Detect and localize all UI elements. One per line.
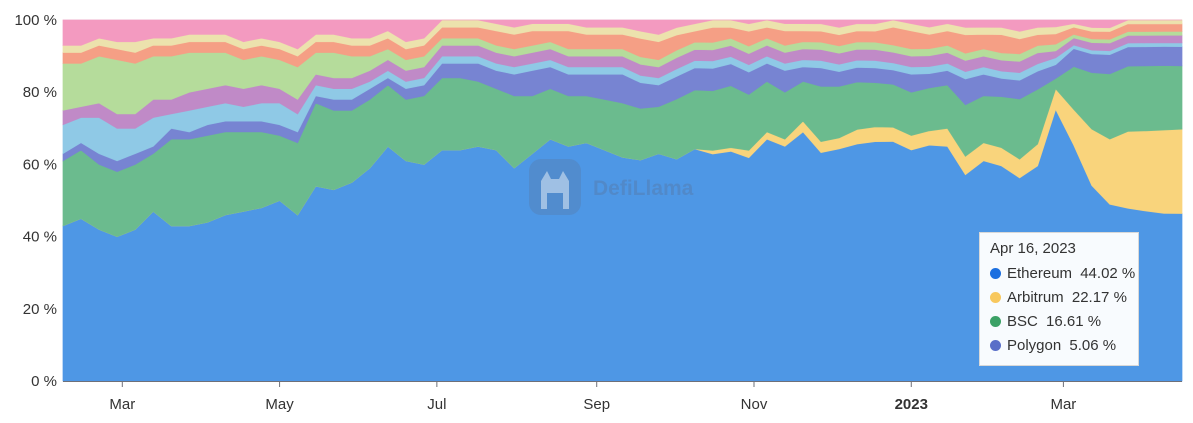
- area-others-2: [63, 35, 1182, 129]
- x-tick-label: Mar: [109, 396, 135, 413]
- x-tick-label: Sep: [583, 396, 610, 413]
- polygon-dot-icon: [990, 339, 1001, 351]
- axes: 0 % 20 % 40 % 60 % 80 % 100 % Mar May Jul Sep Nov 2…: [14, 12, 1182, 413]
- area-others-3: [63, 31, 1182, 114]
- area-others-6-edge: [62, 19, 1182, 50]
- area-others-6: [63, 20, 1182, 49]
- tooltip-series-value: 16.61 %: [1046, 312, 1102, 330]
- tooltip-date: Apr 16, 2023: [990, 240, 1076, 257]
- ethereum-dot-icon: [990, 267, 1001, 279]
- area-others-4: [63, 23, 1182, 67]
- y-tick-label: 80 %: [23, 84, 57, 101]
- llama-logo-icon: [529, 159, 581, 215]
- x-tick-label: Mar: [1050, 396, 1076, 413]
- area-polygon: [63, 46, 1182, 172]
- tooltip-series-value: 5.06 %: [1069, 336, 1117, 354]
- llama-silhouette-icon: [541, 171, 569, 209]
- watermark-text: DefiLlama: [593, 177, 694, 200]
- y-tick-label: 40 %: [23, 229, 57, 246]
- tooltip-row-ethereum: Ethereum 44.02 %: [990, 261, 1135, 285]
- x-tick-label: Nov: [741, 396, 768, 413]
- x-tick-label: Jul: [427, 396, 446, 413]
- watermark: DefiLlama: [529, 159, 694, 215]
- y-tick-label: 20 %: [23, 301, 57, 318]
- y-tick-label: 100 %: [14, 12, 57, 29]
- stacked-areas: [62, 19, 1183, 382]
- x-tick-label: 2023: [895, 396, 928, 413]
- area-bsc: [63, 65, 1182, 237]
- tooltip-row-arbitrum: Arbitrum 22.17 %: [990, 285, 1128, 309]
- tooltip-series-name: Polygon: [1007, 336, 1062, 354]
- tooltip-series-value: 22.17 %: [1071, 288, 1127, 306]
- tooltip-series-name: Ethereum: [1007, 264, 1073, 282]
- tooltip-series-name: BSC: [1007, 312, 1038, 330]
- area-ethereum: [63, 109, 1182, 382]
- arbitrum-dot-icon: [990, 291, 1001, 303]
- tooltip-row-bsc: BSC 16.61 %: [990, 309, 1128, 333]
- y-tick-label: 60 %: [23, 156, 57, 173]
- tooltip: Apr 16, 2023 Ethereum 44.02 % Arbitrum 2…: [979, 232, 1139, 366]
- bsc-dot-icon: [990, 315, 1001, 327]
- tooltip-series-name: Arbitrum: [1007, 288, 1064, 306]
- tooltip-series-value: 44.02 %: [1080, 264, 1136, 282]
- x-tick-label: May: [265, 396, 294, 413]
- tooltip-row-polygon: Polygon 5.06 %: [990, 333, 1128, 357]
- y-tick-label: 0 %: [31, 373, 57, 390]
